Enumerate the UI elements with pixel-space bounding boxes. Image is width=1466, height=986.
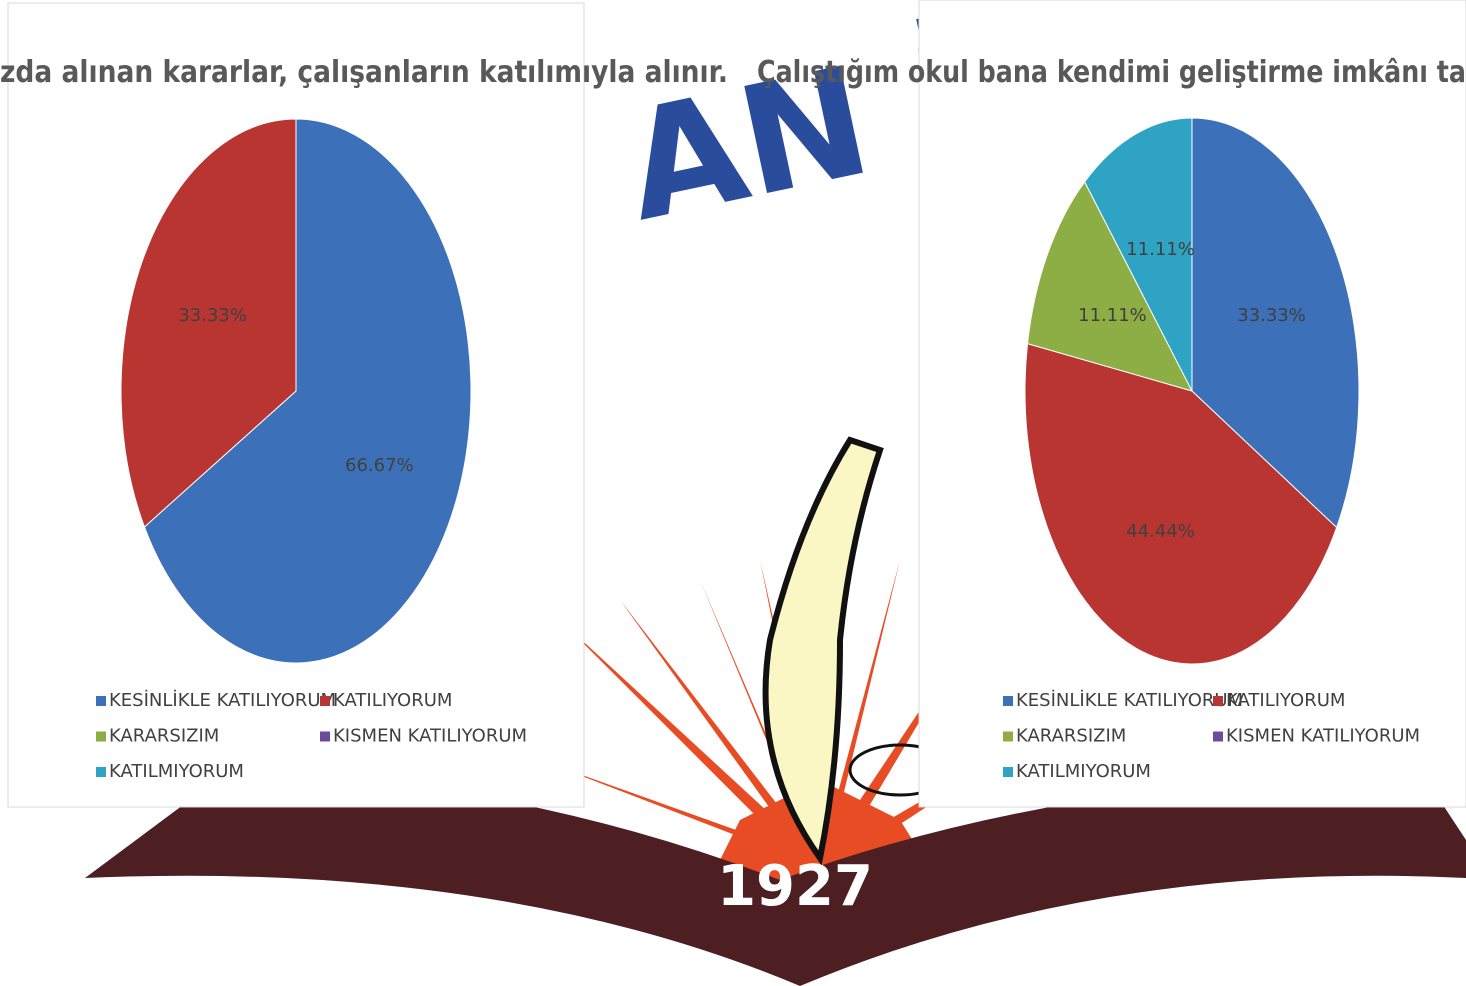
data-label: 66.67% <box>345 455 414 476</box>
legend-swatch <box>1213 731 1223 742</box>
legend-label: KATILMIYORUM <box>1016 761 1151 782</box>
legend-label: KESİNLİKLE KATILIYORUM <box>109 690 336 711</box>
legend-label: KARARSIZIM <box>109 726 219 747</box>
book <box>85 770 1466 986</box>
logo-year: 1927 <box>717 854 873 919</box>
pie-slice <box>120 118 297 528</box>
legend-swatch <box>1213 696 1223 706</box>
chart-title: Çalıştığım okul bana kendimi geliştirme … <box>757 55 1466 90</box>
legend-label: KATILIYORUM <box>333 690 452 711</box>
legend-swatch <box>1003 696 1013 706</box>
data-label: 44.44% <box>1126 521 1195 542</box>
chart-title: zda alınan kararlar, çalışanların katılı… <box>0 55 728 90</box>
legend-label: KARARSIZIM <box>1016 726 1126 747</box>
data-label: 11.11% <box>1078 305 1147 326</box>
logo: AN İ 1927 <box>85 10 1466 986</box>
legend-swatch <box>96 767 106 777</box>
pie-slice <box>1026 180 1193 392</box>
legend-swatch <box>1003 767 1013 777</box>
legend-swatch <box>320 731 330 742</box>
data-label: 11.11% <box>1126 239 1195 260</box>
pie-slice <box>1191 117 1360 529</box>
legend-label: KESİNLİKLE KATILIYORUM <box>1016 690 1243 711</box>
legend-label: KATILIYORUM <box>1226 690 1345 711</box>
legend-swatch <box>96 696 106 706</box>
legend-label: KATILMIYORUM <box>109 761 244 782</box>
legend-label: KISMEN KATILIYORUM <box>1226 726 1420 747</box>
legend-swatch <box>1003 731 1013 742</box>
legend-swatch <box>96 731 106 742</box>
pie-slice <box>143 118 472 664</box>
pie-slice <box>1084 117 1193 392</box>
pencil <box>762 436 884 866</box>
pie-slice <box>1024 342 1338 665</box>
data-label: 33.33% <box>178 305 247 326</box>
data-label: 33.33% <box>1237 305 1306 326</box>
legend-label: KISMEN KATILIYORUM <box>333 726 527 747</box>
legend-swatch <box>320 696 330 706</box>
